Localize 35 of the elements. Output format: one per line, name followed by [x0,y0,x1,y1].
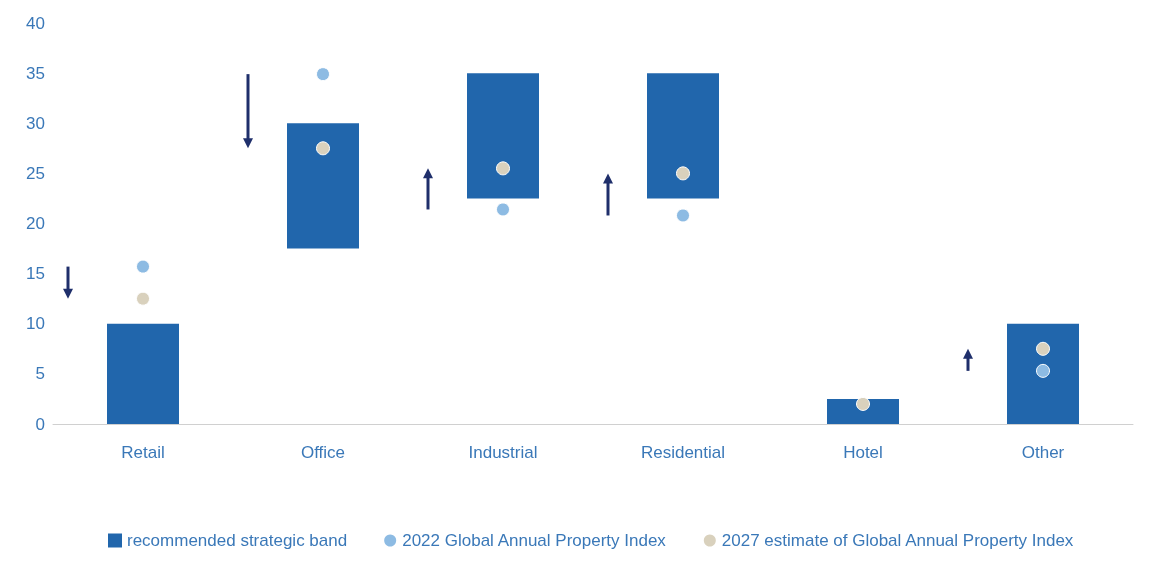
point [1036,341,1050,356]
legend-label: 2027 estimate of Global Annual Property Index [721,531,1074,550]
bar [1007,323,1079,424]
legend-label: recommended strategic band [127,531,348,550]
y-tick-label: 10 [26,314,45,334]
point [316,67,330,82]
y-tick-label: 35 [26,63,45,83]
y-tick-label: 20 [26,214,45,233]
point [1036,363,1050,378]
y-tick-label: 25 [26,163,45,183]
y-tick-label: 0 [35,414,45,434]
x-tick-label: Office [300,443,346,462]
bar [287,123,359,249]
x-tick-label: Residential [640,443,726,462]
x-tick-label: Other [1021,443,1065,462]
bar [467,73,539,199]
point [496,202,510,217]
y-tick-label: 40 [26,13,45,33]
point [136,259,150,274]
bar [647,73,719,199]
x-tick-label: Industrial [468,443,538,462]
point [496,161,510,176]
bar [107,323,179,424]
x-tick-label: Retail [121,443,165,462]
point [316,141,330,156]
y-tick-label: 30 [26,113,45,133]
point [856,396,870,411]
bar [827,398,899,424]
point [676,208,690,223]
point [136,291,150,306]
y-tick-label: 5 [35,364,45,384]
x-tick-label: Hotel [843,443,883,462]
y-tick-label: 15 [26,264,45,284]
point [676,166,690,181]
legend-label: 2022 Global Annual Property Index [402,531,667,550]
